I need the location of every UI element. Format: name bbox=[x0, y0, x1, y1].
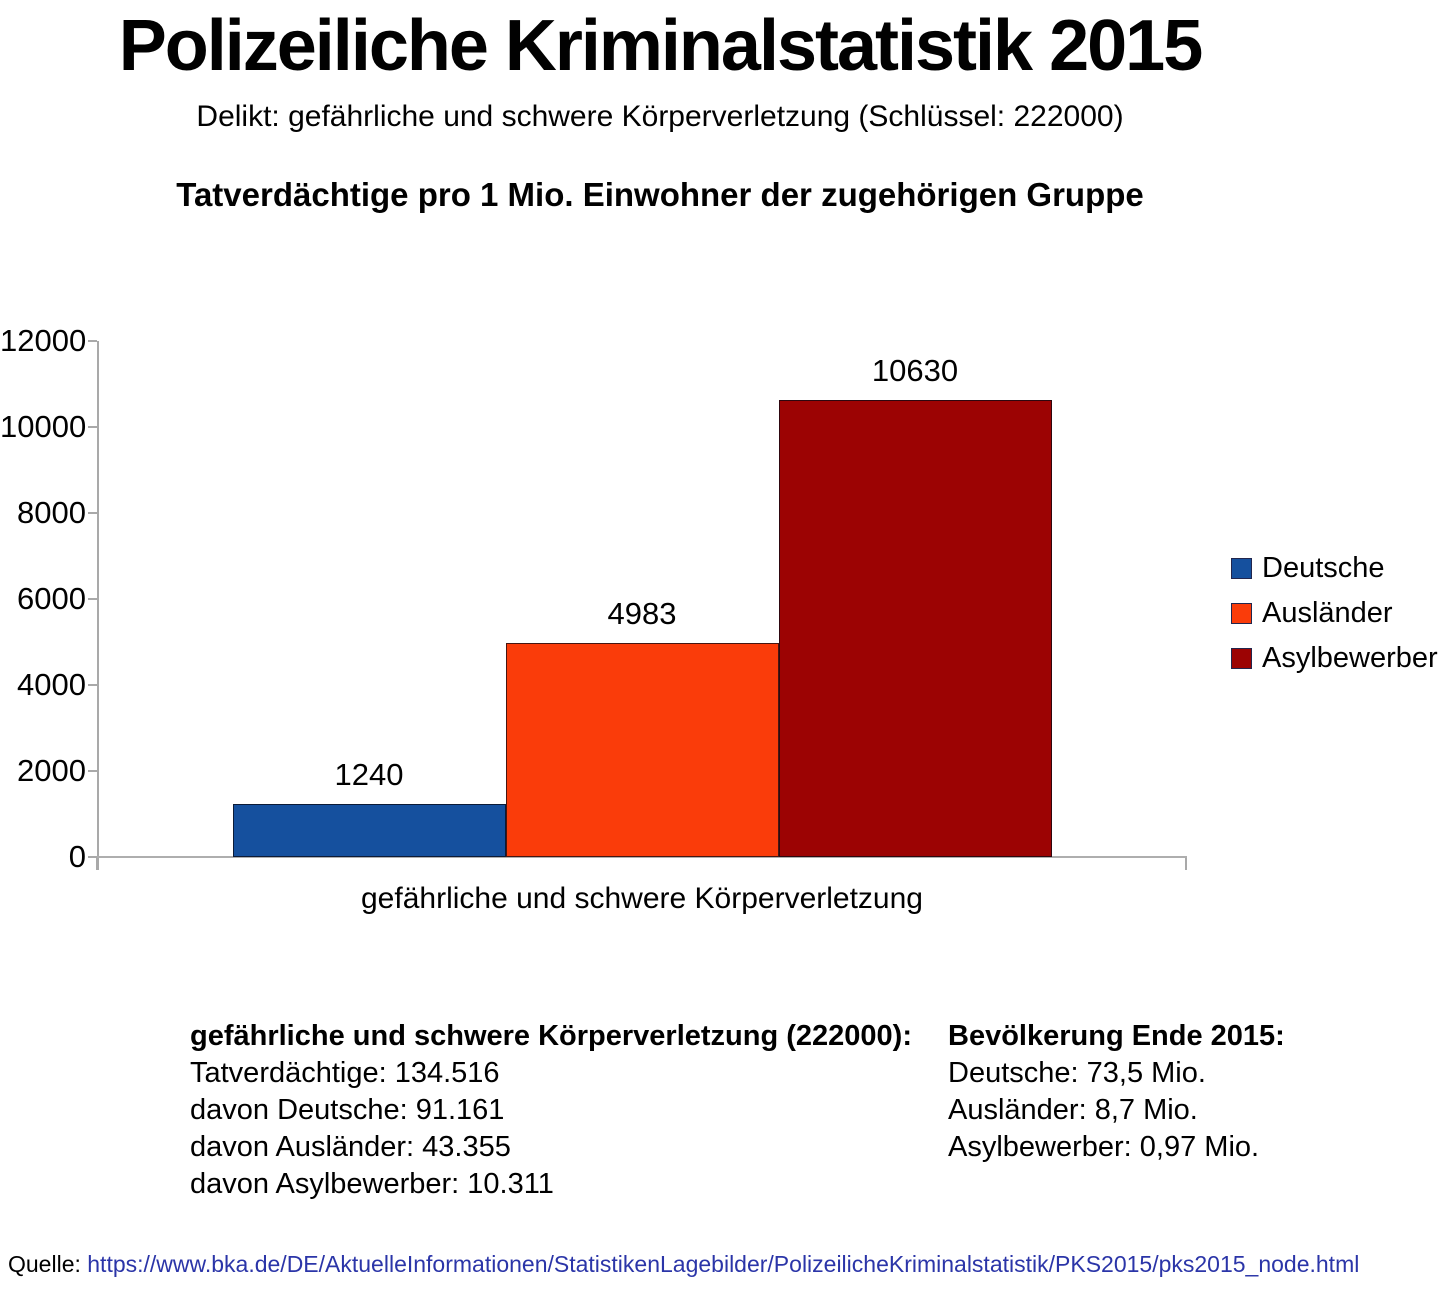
legend-item-deutsche: Deutsche bbox=[1231, 551, 1438, 584]
source-url-link[interactable]: https://www.bka.de/DE/AktuelleInformatio… bbox=[87, 1251, 1360, 1277]
notes-offense-line: davon Asylbewerber: 10.311 bbox=[190, 1168, 554, 1200]
x-axis-category-label: gefährliche und schwere Körperverletzung bbox=[361, 882, 923, 915]
notes-population-block: Bevölkerung Ende 2015: Deutsche: 73,5 Mi… bbox=[948, 1018, 1285, 1166]
bar-ausländer bbox=[505, 642, 779, 857]
x-axis-line bbox=[97, 856, 1187, 858]
legend-label: Deutsche bbox=[1262, 551, 1385, 584]
y-axis-line bbox=[97, 341, 99, 870]
y-tick-mark bbox=[88, 426, 97, 428]
bar-value-label: 4983 bbox=[607, 595, 677, 631]
bar-value-label: 10630 bbox=[871, 352, 959, 388]
page-title: Polizeiliche Kriminalstatistik 2015 bbox=[118, 6, 1204, 86]
x-axis-left-tick bbox=[96, 858, 98, 870]
bar-value-label: 1240 bbox=[334, 756, 404, 792]
legend-label: Ausländer bbox=[1262, 596, 1393, 629]
notes-offense-heading: gefährliche und schwere Körperverletzung… bbox=[190, 1020, 912, 1052]
y-tick-label: 0 bbox=[68, 839, 86, 874]
bar-asylbewerber bbox=[778, 399, 1052, 857]
y-tick-mark bbox=[88, 598, 97, 600]
notes-offense-line: davon Deutsche: 91.161 bbox=[190, 1094, 505, 1126]
y-tick-label: 6000 bbox=[17, 581, 86, 616]
y-tick-label: 10000 bbox=[0, 409, 87, 444]
source-line: Quelle: https://www.bka.de/DE/AktuelleIn… bbox=[8, 1250, 1359, 1278]
y-tick-label: 8000 bbox=[17, 495, 86, 530]
page-subtitle: Delikt: gefährliche und schwere Körperve… bbox=[196, 100, 1124, 133]
notes-offense-block: gefährliche und schwere Körperverletzung… bbox=[190, 1018, 912, 1203]
bar-chart: 0 2000 4000 6000 8000 10000 12000 1240 4983 1063… bbox=[0, 323, 1438, 916]
x-axis-right-tick bbox=[1185, 858, 1187, 870]
y-tick-mark bbox=[88, 512, 97, 514]
notes-population-line: Deutsche: 73,5 Mio. bbox=[948, 1057, 1206, 1089]
notes-offense-line: davon Ausländer: 43.355 bbox=[190, 1131, 511, 1163]
notes-offense-line: Tatverdächtige: 134.516 bbox=[190, 1057, 500, 1089]
legend-label: Asylbewerber bbox=[1262, 641, 1438, 674]
y-tick-label: 2000 bbox=[17, 753, 86, 788]
y-tick-mark bbox=[88, 340, 97, 342]
bar-deutsche bbox=[232, 803, 506, 857]
y-tick-mark bbox=[88, 856, 97, 858]
y-tick-label: 4000 bbox=[17, 667, 86, 702]
y-tick-label: 12000 bbox=[0, 323, 87, 358]
legend-item-ausländer: Ausländer bbox=[1231, 596, 1438, 629]
notes-population-heading: Bevölkerung Ende 2015: bbox=[948, 1020, 1285, 1052]
legend-swatch-icon bbox=[1231, 557, 1252, 579]
chart-title: Tatverdächtige pro 1 Mio. Einwohner der … bbox=[176, 176, 1144, 213]
legend-item-asylbewerber: Asylbewerber bbox=[1231, 641, 1438, 674]
notes-population-line: Asylbewerber: 0,97 Mio. bbox=[948, 1131, 1260, 1163]
notes-population-line: Ausländer: 8,7 Mio. bbox=[948, 1094, 1198, 1126]
legend-swatch-icon bbox=[1231, 647, 1252, 669]
source-label: Quelle: bbox=[8, 1251, 81, 1277]
legend: Deutsche Ausländer Asylbewerber bbox=[1231, 551, 1438, 688]
y-tick-mark bbox=[88, 684, 97, 686]
legend-swatch-icon bbox=[1231, 602, 1252, 624]
y-tick-mark bbox=[88, 770, 97, 772]
